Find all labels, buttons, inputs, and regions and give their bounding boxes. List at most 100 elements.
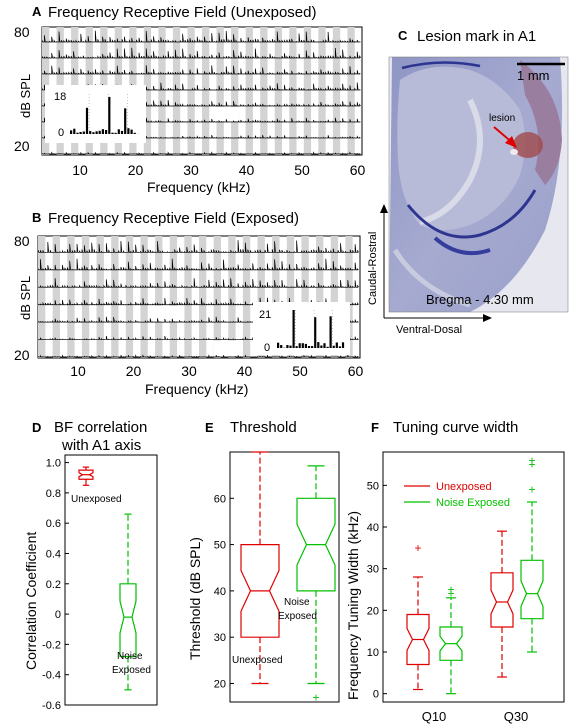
panel-d-ylabel: Correlation Coefficient	[23, 532, 39, 670]
frf-column	[202, 27, 210, 155]
label-exposed: Exposed	[112, 665, 151, 676]
frf-column	[213, 236, 221, 358]
frf-column	[52, 236, 60, 358]
ytick-label: 30	[367, 564, 379, 576]
panel-b-xticks: 10 20 30 40 50 60	[70, 363, 363, 379]
panel-a-xticks: 10 20 30 40 50 60	[72, 162, 365, 178]
inset-bar	[298, 343, 301, 348]
panel-b: B Frequency Receptive Field (Exposed) 21…	[14, 210, 363, 397]
inset-bar	[332, 345, 335, 348]
inset-bar	[124, 108, 127, 134]
frf-row-trace	[37, 240, 359, 253]
label-exposed: Exposed	[278, 611, 317, 622]
panel-c: C Lesion mark in A1 1 mm lesion	[367, 28, 569, 336]
frf-column	[245, 27, 253, 155]
panel-a-inset-tick-top: 18	[54, 91, 66, 103]
frf-column	[286, 236, 295, 358]
panel-b-inset: 21 0	[253, 302, 350, 355]
panel-f-letter: F	[371, 420, 379, 435]
inset-bar	[111, 132, 114, 134]
xtick-label: 60	[348, 363, 364, 379]
lesion-label: lesion	[489, 113, 515, 124]
box	[78, 469, 94, 480]
panel-b-inset-tick-top: 21	[259, 309, 271, 321]
inset-bar	[73, 128, 76, 134]
xtick-label: 30	[183, 162, 199, 178]
ytick-label: 0.4	[46, 548, 61, 560]
frf-blank-cell	[155, 305, 185, 322]
xtick-label: 10	[70, 363, 86, 379]
frf-column	[301, 236, 309, 358]
label-unexposed: Unexposed	[71, 494, 122, 505]
frf-column	[303, 27, 312, 155]
ytick-label: -0.2	[42, 639, 61, 651]
inset-bar	[329, 316, 332, 348]
legend-label: Unexposed	[436, 481, 492, 493]
panel-d-boxes: 1.0 0.8 0.6 0.4 0.2 0 -0.2 -0.4 -0.6 Unexposed Noi…	[42, 458, 151, 712]
panel-a-ytick-20: 20	[14, 138, 30, 154]
frf-column	[260, 27, 268, 155]
bregma-label: Bregma - 4.30 mm	[426, 292, 534, 307]
inset-bar	[307, 346, 311, 348]
inset-bar	[338, 346, 341, 348]
ytick-label: 20	[367, 605, 379, 617]
frf-blank-cell	[216, 107, 239, 122]
inset-bar	[92, 132, 95, 134]
ytick-label: -0.4	[42, 670, 61, 682]
inset-bar	[105, 130, 108, 134]
lesion-arrowhead	[505, 136, 517, 148]
panel-f-title: Tuning curve width	[393, 419, 518, 436]
frf-column	[199, 236, 207, 358]
box	[490, 572, 514, 628]
inset-bar	[89, 131, 92, 134]
ytick-label: 40	[367, 522, 379, 534]
inset-bar	[320, 345, 323, 348]
frf-column	[143, 27, 152, 155]
panel-b-title: Frequency Receptive Field (Exposed)	[48, 210, 299, 227]
inset-bar	[95, 131, 98, 134]
frf-row-trace	[41, 47, 361, 59]
axis-arrowhead-horizontal	[483, 314, 492, 322]
panel-c-letter: C	[398, 28, 408, 43]
panel-e-letter: E	[205, 420, 214, 435]
frf-row-trace	[37, 278, 359, 288]
panel-f-plot-area	[382, 451, 565, 703]
panel-a-inset-tick-zero: 0	[58, 127, 64, 139]
outlier-mark: +	[414, 541, 421, 555]
inset-bar	[114, 132, 117, 134]
frf-row-trace	[41, 151, 361, 155]
frf-column	[274, 27, 282, 155]
outlier-mark: +	[447, 587, 454, 601]
frf-blank-cell	[213, 340, 243, 357]
inset-bar	[341, 342, 345, 348]
box	[296, 497, 336, 592]
ytick-label: 60	[214, 493, 226, 505]
xtick-label: 60	[350, 162, 366, 178]
ytick-label: 0.6	[46, 518, 61, 530]
frf-column	[272, 236, 280, 358]
panel-d-title-line2: with A1 axis	[61, 437, 141, 454]
inset-bar	[314, 317, 317, 348]
outlier-mark: +	[528, 458, 535, 472]
frf-column	[330, 236, 339, 358]
ytick-label: 0	[55, 609, 61, 621]
panel-a-xlabel: Frequency (kHz)	[147, 179, 250, 195]
panel-b-inset-tick-zero: 0	[264, 342, 270, 354]
ytick-label: 0	[373, 689, 379, 701]
ytick-label: 0.8	[46, 488, 61, 500]
xtick-label: 20	[126, 363, 142, 379]
ytick-label: 50	[214, 540, 226, 552]
panel-b-xlabel: Frequency (kHz)	[145, 381, 248, 397]
frf-column	[345, 236, 353, 358]
panel-b-frf-grid	[37, 236, 359, 358]
frf-column	[257, 236, 265, 358]
panel-a-ytick-80: 80	[14, 24, 30, 40]
inset-bar	[127, 128, 130, 134]
box	[119, 583, 137, 658]
panel-d-plot-area	[64, 454, 158, 706]
ytick-label: 40	[214, 586, 226, 598]
frf-row-trace	[37, 258, 359, 271]
xtick-label: 20	[128, 162, 144, 178]
inset-bar	[301, 343, 304, 348]
